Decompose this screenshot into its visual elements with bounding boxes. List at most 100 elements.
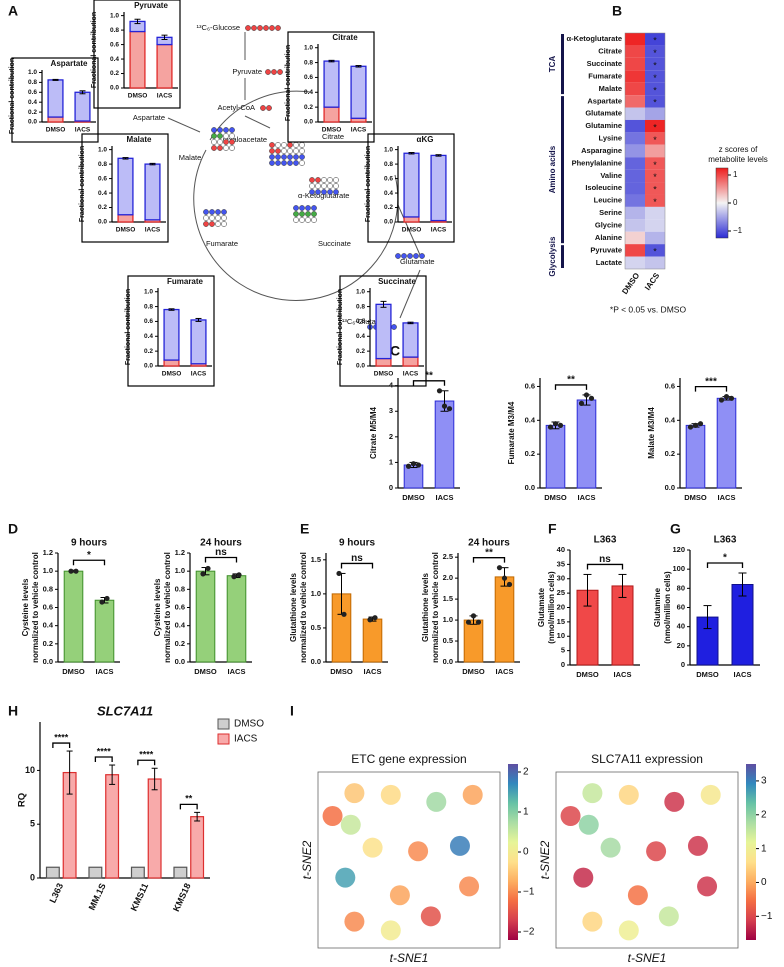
carbon-atom	[215, 221, 221, 227]
y-tick-label: 0.6	[175, 602, 185, 611]
y-tick-label: 0	[681, 660, 685, 669]
bar-segment	[129, 30, 146, 89]
data-point	[68, 568, 74, 574]
significance-label: ns	[215, 547, 227, 558]
cluster-point	[340, 814, 361, 835]
x-tick-label: DMSO	[374, 371, 394, 378]
colorbar	[746, 764, 756, 940]
chart-title: SLC7A11 expression	[591, 752, 703, 766]
significance-bracket	[52, 742, 71, 749]
heatmap-cell	[625, 256, 645, 269]
carbon-atom	[221, 221, 227, 227]
bar-segment	[350, 65, 367, 119]
carbon-atom	[281, 160, 287, 166]
data-point	[547, 424, 554, 430]
x-tick-label: IACS	[364, 667, 382, 676]
row-label: Glutamine	[585, 121, 622, 130]
pathway-label: Fumarate	[206, 239, 238, 248]
data-point	[336, 570, 342, 577]
chart-title: 9 hours	[339, 538, 376, 549]
heatmap-cell	[625, 194, 645, 207]
colorbar-tick-label: 0	[733, 198, 738, 207]
heatmap-cell	[625, 169, 645, 183]
panel-label: I	[290, 703, 294, 719]
bar-segment	[403, 152, 420, 218]
y-axis-label: t-SNE2	[300, 840, 314, 879]
bar	[463, 619, 484, 663]
y-tick-label: 1.0	[311, 589, 321, 598]
data-point	[552, 421, 559, 427]
y-tick-label: 5	[561, 646, 565, 655]
colorbar	[508, 764, 518, 940]
y-tick-label: 0.8	[304, 59, 313, 66]
y-axis-label: t-SNE2	[538, 840, 552, 879]
data-point	[465, 619, 472, 625]
y-axis-label: Glutamate	[537, 587, 546, 627]
y-tick-label: 0.0	[98, 219, 107, 226]
heatmap-cell	[625, 33, 645, 46]
y-tick-label: 0.4	[384, 190, 393, 197]
heatmap-cell	[625, 57, 645, 71]
y-tick-label: 0.2	[175, 639, 185, 648]
legend-swatch	[217, 718, 230, 730]
data-point	[372, 615, 378, 621]
carbon-atom	[293, 211, 299, 217]
significance-star: *	[653, 60, 657, 70]
carbon-atom	[287, 142, 293, 148]
cluster-point	[408, 841, 429, 862]
cluster-point	[322, 806, 343, 826]
significance-label: **	[567, 375, 575, 386]
data-point	[446, 406, 453, 412]
x-tick-label: IACS	[75, 127, 91, 134]
heatmap-cell	[645, 157, 665, 170]
cluster-point	[449, 835, 470, 856]
row-label: Malate	[599, 84, 622, 93]
y-tick-label: 1	[389, 457, 393, 466]
data-point	[697, 421, 704, 427]
row-label: Fumarate	[588, 71, 622, 80]
x-tick-label: IACS	[228, 667, 246, 676]
y-tick-label: 0.0	[175, 657, 185, 666]
carbon-atom	[305, 211, 311, 217]
heatmap-cell	[625, 144, 645, 158]
carbon-atom	[211, 139, 217, 145]
cluster-point	[380, 784, 401, 805]
y-tick-label: 1.5	[311, 555, 321, 564]
bar-segment	[117, 214, 134, 223]
y-tick-label: 40	[557, 545, 565, 554]
y-tick-label: 0.8	[144, 303, 153, 310]
x-tick-label: IACS	[436, 493, 454, 502]
carbon-atom	[327, 183, 333, 189]
heatmap-cell	[645, 219, 665, 232]
data-point	[687, 424, 694, 430]
chart-title: Citrate	[332, 33, 358, 42]
cluster-point	[646, 841, 667, 862]
carbon-atom	[309, 177, 315, 183]
pathway-label: ¹³C₆-Glucose	[197, 23, 240, 32]
chart-title: ETC gene expression	[351, 752, 466, 766]
significance-bracket	[204, 556, 238, 563]
cluster-point	[618, 920, 639, 941]
carbon-atom	[315, 183, 321, 189]
pathway-label: Succinate	[318, 239, 351, 248]
y-tick-label: 0.0	[525, 483, 535, 492]
y-tick-label: 0.0	[43, 657, 53, 666]
cluster-point	[697, 876, 718, 897]
row-label: Aspartate	[587, 96, 622, 105]
carbon-atom	[209, 221, 215, 227]
bar-segment	[74, 91, 91, 122]
data-point	[506, 581, 513, 588]
cluster-point	[578, 814, 599, 835]
carbon-atom	[401, 253, 407, 259]
data-point	[470, 613, 477, 619]
carbon-atom	[211, 145, 217, 151]
y-tick-label: 0.6	[356, 318, 365, 325]
data-point	[692, 422, 699, 428]
carbon-atom	[269, 154, 275, 160]
data-point	[578, 400, 585, 406]
colorbar-tick-label: −1	[733, 226, 743, 235]
heatmap-cell	[625, 206, 645, 220]
x-tick-label: DMSO	[128, 93, 148, 100]
